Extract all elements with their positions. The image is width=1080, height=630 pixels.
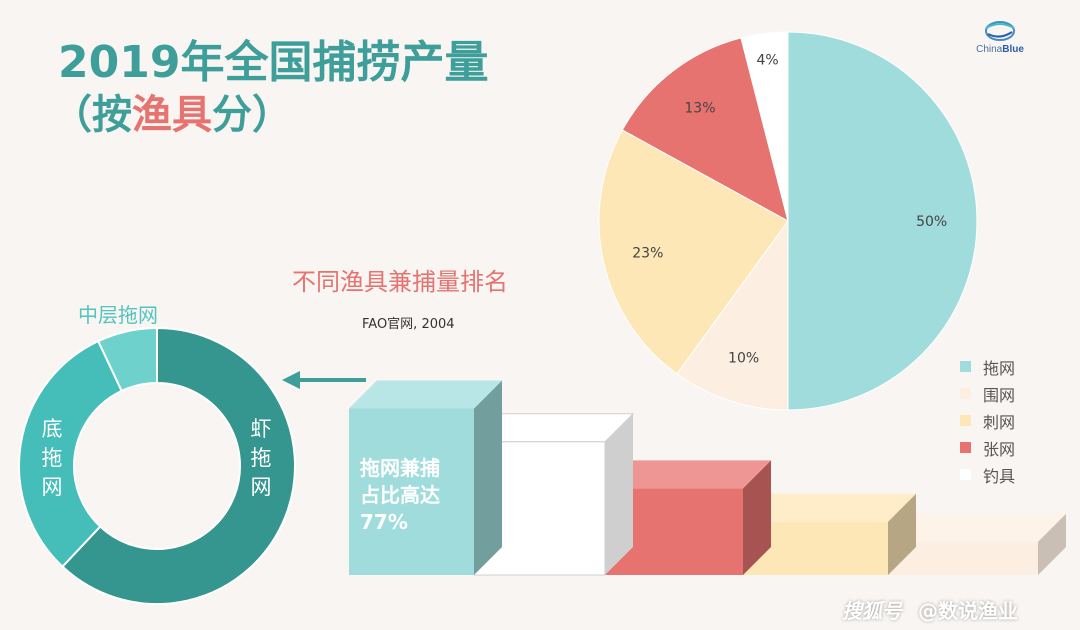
bar-top [888, 513, 1066, 542]
legend-item: 刺网 [960, 407, 1015, 434]
title-paren-open: （按 [52, 92, 132, 138]
bycatch-3d-bar-chart [349, 380, 1066, 576]
trawl-donut-chart: 虾拖网 底拖网 [18, 326, 296, 605]
donut-segment [61, 326, 296, 605]
pie-slice [676, 219, 789, 411]
donut-segment [96, 326, 158, 393]
pie-slice [740, 31, 789, 222]
legend-item: 拖网 [960, 353, 1015, 380]
donut-segment-label: 底拖网 [42, 417, 63, 499]
donut-segment [18, 339, 123, 569]
bar-side [1038, 513, 1066, 575]
legend-label: 围网 [983, 385, 1016, 405]
watermark-account: @数说渔业 [918, 599, 1018, 623]
logo-text-a: China [976, 44, 1003, 55]
pie-data-label: 23% [632, 245, 663, 261]
pie-data-label: 4% [757, 53, 779, 69]
bar-side [474, 380, 502, 575]
legend-label: 张网 [983, 439, 1016, 459]
bar-side [743, 460, 771, 575]
chart-title: 2019年全国捕捞产量 [58, 37, 489, 88]
pie-data-label: 50% [916, 214, 947, 230]
callout-line: 77% [360, 510, 408, 534]
title-paren-close: 分） [212, 92, 292, 138]
pie-slice [621, 37, 789, 222]
pie-data-label: 13% [684, 101, 715, 117]
donut-segment-label: 虾拖网 [251, 417, 272, 499]
pie-legend: 拖网围网刺网张网钓具 [960, 353, 1015, 488]
bar-top [349, 380, 502, 409]
bar-top [743, 493, 916, 522]
chart-title-subline: （按渔具分） [52, 82, 292, 140]
logo-text: ChinaBlue [974, 44, 1026, 55]
legend-item: 围网 [960, 380, 1015, 407]
legend-label: 拖网 [983, 358, 1016, 378]
callout-line: 占比高达 [360, 483, 440, 507]
legend-item: 张网 [960, 434, 1015, 461]
pie-slice [598, 129, 789, 375]
gear-pie-chart: 50% 10% 23% 13% 4% [598, 31, 978, 411]
donut-label-midwater-trawl: 中层拖网 [78, 303, 158, 327]
legend-swatch [960, 469, 971, 480]
arrow-left-icon [282, 371, 366, 389]
chinablue-logo: ChinaBlue [974, 18, 1026, 58]
legend-label: 刺网 [983, 412, 1016, 432]
bar-front [349, 408, 474, 575]
fish-icon [985, 21, 1015, 41]
logo-text-b: Blue [1002, 44, 1024, 55]
bycatch-ranking-subtitle: 不同渔具兼捕量排名 [292, 268, 508, 296]
legend-label: 钓具 [983, 466, 1016, 486]
pie-data-label: 10% [728, 351, 759, 367]
bar [349, 380, 502, 575]
bar-top [605, 460, 771, 489]
source-note: FAO官网, 2004 [362, 317, 455, 332]
legend-swatch [960, 361, 971, 372]
callout-text: 拖网兼捕 占比高达 77% [360, 455, 470, 536]
callout-line: 拖网兼捕 [360, 456, 440, 480]
legend-item: 钓具 [960, 461, 1015, 488]
bar-side [888, 493, 916, 575]
legend-swatch [960, 388, 971, 399]
pie-slice [787, 31, 978, 411]
legend-swatch [960, 442, 971, 453]
watermark: 搜狐号 @数说渔业 [842, 595, 1018, 624]
bar [888, 513, 1066, 575]
legend-swatch [960, 415, 971, 426]
bar-side [605, 413, 633, 575]
watermark-platform: 搜狐号 [842, 599, 902, 623]
title-highlight: 渔具 [132, 92, 212, 138]
